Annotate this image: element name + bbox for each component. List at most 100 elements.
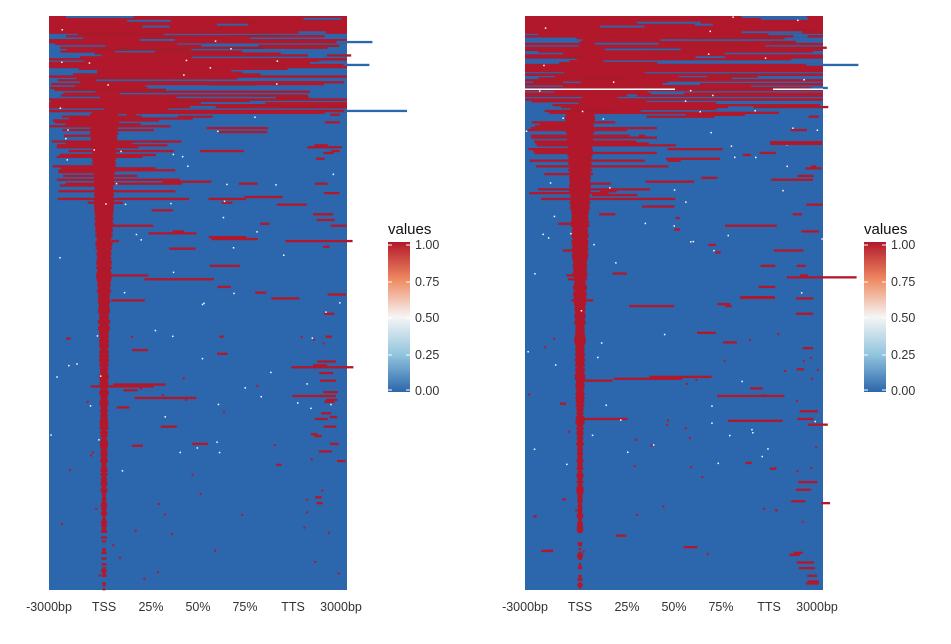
heatmap-cell — [135, 233, 138, 236]
x-axis: -3000bp TSS 25% 50% 75% TTS 3000bp — [502, 600, 838, 614]
heatmap-cell — [535, 142, 649, 145]
heatmap-cell — [94, 186, 114, 189]
heatmap-cell — [94, 203, 114, 206]
heatmap-cell — [172, 230, 184, 233]
heatmap-cell — [802, 360, 805, 363]
heatmap-cell — [534, 125, 583, 128]
heatmap-cell — [102, 492, 106, 495]
heatmap-cell — [558, 222, 580, 225]
heatmap-cell — [89, 132, 119, 136]
heatmap-cell — [101, 574, 107, 578]
heatmap-cell — [580, 441, 583, 444]
heatmap-cell — [578, 565, 582, 568]
heatmap-cell — [94, 192, 114, 195]
heatmap-cell — [314, 435, 322, 438]
heatmap-cell — [577, 463, 583, 467]
heatmap-cell — [808, 115, 819, 118]
heatmap-cell — [707, 53, 710, 55]
heatmap-cell — [100, 389, 109, 392]
heatmap-cell — [98, 306, 110, 310]
heatmap-cell — [575, 312, 585, 315]
heatmap-cell — [98, 287, 110, 291]
heatmap-cell — [571, 247, 589, 250]
heatmap-cell — [49, 109, 347, 113]
heatmap-cell — [569, 201, 591, 204]
heatmap-cell — [185, 59, 188, 62]
heatmap-cell — [576, 480, 584, 484]
heatmap-cell — [325, 311, 327, 313]
heatmap-cell — [97, 282, 110, 285]
heatmap-cell — [101, 494, 107, 497]
heatmap-cell — [100, 96, 177, 99]
heatmap-cell — [233, 292, 235, 295]
heatmap-cell — [100, 366, 108, 369]
heatmap-cell — [600, 25, 645, 28]
heatmap-cell — [208, 197, 246, 201]
heatmap-cell — [629, 304, 675, 308]
heatmap-cell — [709, 30, 711, 33]
heatmap-cell — [291, 366, 354, 369]
legend-tick-label: 0.00 — [891, 384, 915, 398]
heatmap-cell — [577, 448, 583, 451]
heatmap-cell — [320, 109, 327, 113]
heatmap-cells — [49, 16, 407, 591]
heatmap-cell — [94, 180, 114, 183]
heatmap-cell — [196, 447, 199, 449]
heatmap-cell — [86, 400, 89, 403]
heatmap-cell — [770, 141, 822, 145]
heatmap-cell — [285, 239, 353, 243]
heatmap-cell — [123, 291, 126, 294]
heatmap-cell — [306, 498, 308, 501]
heatmap-cell — [773, 88, 823, 90]
heatmap-cell — [575, 364, 586, 367]
heatmap-cell — [273, 444, 276, 446]
heatmap-cell — [221, 201, 233, 204]
heatmap-cell — [49, 17, 347, 21]
heatmap-cell — [95, 243, 113, 247]
heatmap-cell — [578, 544, 582, 547]
heatmap-cell — [132, 348, 149, 352]
heatmap-cell — [313, 213, 334, 216]
heatmap-cell — [559, 61, 658, 65]
heatmap-cell — [754, 110, 756, 112]
heatmap-cell — [98, 308, 110, 312]
heatmap-cell — [571, 216, 589, 220]
heatmap-cell — [322, 342, 325, 345]
heatmap-cell — [745, 461, 752, 465]
heatmap-cell — [575, 354, 585, 358]
heatmap-cell — [570, 199, 590, 203]
heatmap-cell — [140, 387, 142, 390]
heatmap-cell — [99, 316, 109, 319]
heatmap-cell — [575, 509, 578, 512]
heatmap-cell — [578, 502, 582, 505]
heatmap-cell — [575, 404, 585, 407]
heatmap-cell — [144, 278, 214, 281]
heatmap-cell — [690, 466, 692, 469]
heatmap-cell — [100, 490, 108, 493]
heatmap-cell — [577, 496, 583, 499]
heatmap-cell — [101, 414, 103, 417]
heatmap-cell — [578, 379, 613, 382]
heatmap-cell — [94, 207, 114, 210]
heatmap-cell — [56, 376, 58, 378]
heatmap-cell — [167, 100, 250, 103]
heatmap-cell — [561, 105, 729, 109]
heatmap-cell — [100, 479, 108, 482]
heatmap-cell — [101, 502, 107, 505]
legend-tick-label: 1.00 — [891, 238, 915, 252]
heatmap-cell — [99, 383, 109, 386]
heatmap-cell — [99, 318, 109, 321]
heatmap-cell — [95, 220, 113, 224]
heatmap-cell — [73, 73, 261, 76]
heatmap-cell — [100, 352, 108, 356]
heatmap-cell — [97, 255, 111, 258]
heatmap-cell — [573, 260, 587, 264]
heatmap-cell — [574, 316, 586, 319]
heatmap-cell — [575, 348, 585, 352]
heatmap-cell — [685, 44, 752, 48]
heatmap-cell — [572, 251, 588, 254]
heatmap-cell — [97, 71, 243, 74]
heatmap-cell — [646, 115, 715, 118]
x-axis: -3000bp TSS 25% 50% 75% TTS 3000bp — [26, 600, 362, 614]
heatmap-cell — [728, 419, 783, 423]
